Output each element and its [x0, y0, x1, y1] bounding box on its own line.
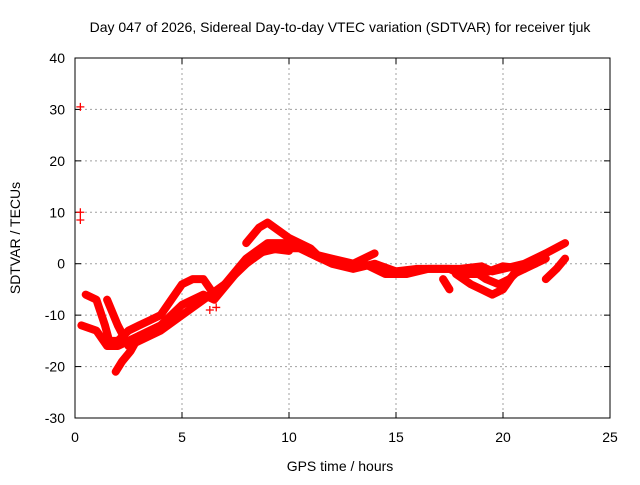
data-point-marker: [76, 102, 85, 111]
tick-labels: 0 5 10 15 20 25 -30 -20 -10 0 10 20 30 40: [45, 50, 618, 445]
data-point-marker: [76, 216, 85, 224]
chart-title: Day 047 of 2026, Sidereal Day-to-day VTE…: [90, 19, 592, 35]
y-tick-label: 20: [49, 153, 65, 169]
x-tick-label: 20: [495, 429, 511, 445]
y-tick-label: 30: [49, 101, 65, 117]
x-tick-label: 15: [388, 429, 404, 445]
x-tick-label: 5: [178, 429, 186, 445]
series-track-d: [111, 331, 144, 376]
data-point-marker: [76, 208, 85, 217]
x-tick-label: 0: [71, 429, 79, 445]
series-track-j: [541, 254, 570, 284]
series-track-f: [291, 239, 379, 268]
data-point-marker: [205, 306, 214, 314]
series-track-c: [103, 244, 293, 350]
y-tick-label: -10: [45, 307, 65, 323]
y-tick-label: -30: [45, 410, 65, 426]
series-track-h: [439, 275, 454, 294]
y-tick-label: 40: [49, 50, 65, 66]
y-tick-label: 10: [49, 204, 65, 220]
grid: [74, 57, 611, 419]
series-track-i: [466, 259, 540, 289]
y-tick-label: -20: [45, 359, 65, 375]
plot-border: [74, 57, 611, 419]
y-tick-label: 0: [57, 256, 65, 272]
x-axis-label: GPS time / hours: [287, 458, 394, 474]
x-tick-label: 25: [602, 429, 618, 445]
data-marks: [76, 102, 570, 376]
data-point-marker: [212, 303, 221, 312]
x-tick-label: 10: [281, 429, 297, 445]
y-axis-label: SDTVAR / TECUs: [7, 182, 23, 294]
